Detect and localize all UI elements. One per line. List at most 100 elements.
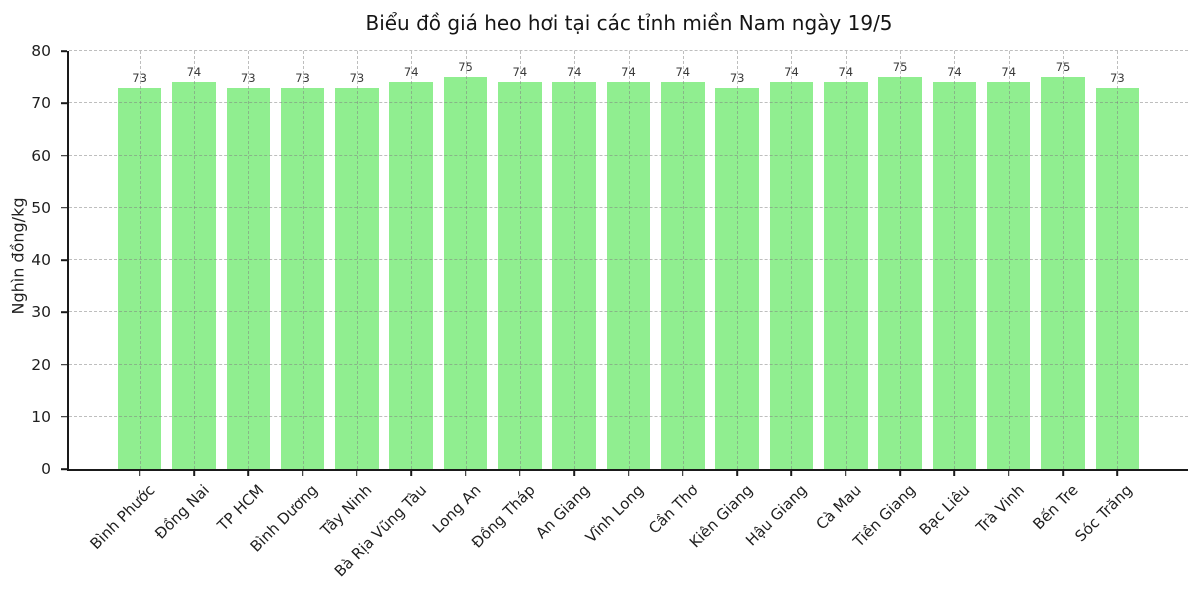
- x-tick-mark: [573, 471, 575, 476]
- bar: [824, 82, 868, 469]
- v-gridline: [574, 51, 576, 469]
- x-tick-mark: [736, 471, 738, 476]
- y-tick-label: 40: [31, 251, 51, 269]
- y-tick-mark: [61, 206, 67, 209]
- x-tick-mark: [790, 471, 793, 476]
- x-tick-mark: [1116, 471, 1119, 476]
- bar-value-label: 74: [838, 65, 854, 80]
- x-tick-label: Bà Rịa Vũng Tàu: [330, 481, 430, 581]
- v-gridline: [519, 51, 521, 469]
- y-tick-mark: [61, 311, 67, 314]
- chart-title: Biểu đồ giá heo hơi tại các tỉnh miền Na…: [365, 11, 893, 35]
- bar-value-label: 74: [1001, 65, 1017, 80]
- x-tick-mark: [519, 471, 521, 476]
- y-tick-mark: [61, 154, 67, 157]
- y-tick-label: 30: [31, 303, 51, 322]
- x-tick-mark: [899, 471, 901, 476]
- x-tick-label: Trà Vinh: [972, 481, 1028, 537]
- v-gridline: [682, 51, 684, 469]
- y-tick-mark: [61, 415, 67, 418]
- v-gridline: [845, 51, 847, 469]
- y-tick-mark: [61, 102, 67, 105]
- y-tick-mark: [61, 50, 67, 52]
- x-tick-mark: [193, 471, 195, 476]
- plot-area: 73 74 73 73 73 74 75 74 74 74 74 73 74 74 75 74 74 75 73: [67, 50, 1188, 476]
- bar-value-label: 73: [729, 70, 745, 85]
- bar-value-label: 73: [240, 70, 256, 85]
- bar-value-label: 74: [621, 65, 636, 80]
- bar: [1041, 77, 1085, 469]
- bar-value-label: 73: [349, 70, 365, 85]
- bar: [552, 82, 596, 469]
- y-tick-mark: [61, 468, 67, 470]
- v-gridline: [465, 51, 467, 469]
- bar-value-label: 75: [458, 60, 473, 75]
- v-gridline: [302, 51, 304, 469]
- bar-value-label: 73: [1110, 70, 1125, 85]
- bar-value-label: 74: [566, 65, 582, 80]
- x-tick-mark: [953, 471, 956, 476]
- bar: [1095, 87, 1140, 469]
- bar-value-label: 75: [1055, 60, 1071, 75]
- x-tick-label: TP HCM: [213, 481, 267, 535]
- bar: [606, 82, 651, 469]
- x-tick-mark: [138, 471, 141, 476]
- x-tick-label: Vĩnh Long: [581, 481, 648, 547]
- y-tick-label: 70: [31, 94, 51, 113]
- y-tick-label: 80: [31, 42, 51, 60]
- y-tick-label: 50: [31, 198, 51, 217]
- bar-value-label: 75: [892, 60, 908, 75]
- v-gridline: [356, 51, 358, 469]
- bar: [661, 82, 705, 469]
- v-gridline: [900, 51, 902, 469]
- x-tick-mark: [410, 471, 412, 476]
- x-tick-mark: [247, 471, 250, 476]
- h-gridline: [69, 50, 1188, 51]
- bar-value-label: 74: [403, 65, 419, 80]
- bar: [335, 87, 379, 469]
- v-gridline: [791, 51, 793, 469]
- x-axis: Bình Phước Đồng Nai TP HCM Bình Dương Tây Ni…: [69, 472, 1188, 598]
- bar-value-label: 74: [186, 65, 202, 80]
- x-tick-mark: [356, 471, 358, 476]
- bar-value-label: 73: [132, 70, 147, 85]
- y-tick-mark: [61, 259, 67, 261]
- bar: [878, 77, 922, 469]
- bar: [715, 87, 759, 469]
- x-tick-mark: [1007, 471, 1010, 476]
- v-gridline: [248, 51, 250, 469]
- v-gridline: [954, 51, 956, 469]
- y-tick-label: 10: [31, 407, 51, 426]
- v-gridline: [628, 51, 630, 469]
- x-tick-label: Cần Thơ: [645, 481, 702, 538]
- x-tick-label: Bến Tre: [1029, 481, 1082, 534]
- y-tick-label: 20: [31, 355, 51, 374]
- bar: [117, 87, 162, 469]
- bar: [226, 87, 270, 469]
- x-tick-mark: [682, 471, 684, 476]
- bar-value-label: 73: [295, 70, 310, 85]
- x-tick-mark: [844, 471, 847, 476]
- x-tick-label: Bình Phước: [86, 481, 159, 553]
- y-tick-label: 60: [31, 146, 51, 165]
- bar: [443, 77, 488, 469]
- bar-value-label: 74: [675, 65, 691, 80]
- x-tick-label: Long An: [428, 481, 485, 537]
- v-gridline: [139, 51, 141, 469]
- x-tick-mark: [301, 471, 304, 476]
- bar: [987, 82, 1031, 469]
- y-tick-label: 0: [41, 460, 51, 478]
- x-tick-mark: [464, 471, 467, 476]
- y-axis: 0 10 20 30 40 50 60 70 80: [0, 42, 67, 478]
- bar: [932, 82, 977, 469]
- v-gridline: [193, 51, 195, 469]
- v-gridline: [411, 51, 413, 469]
- x-tick-label: Cà Mau: [812, 481, 865, 534]
- x-tick-label: Sóc Trăng: [1071, 481, 1137, 546]
- v-gridline: [1117, 51, 1119, 469]
- x-tick-label: Đồng Nai: [151, 481, 213, 543]
- v-gridline: [1008, 51, 1010, 469]
- v-gridline: [1063, 51, 1065, 469]
- bar: [769, 82, 814, 469]
